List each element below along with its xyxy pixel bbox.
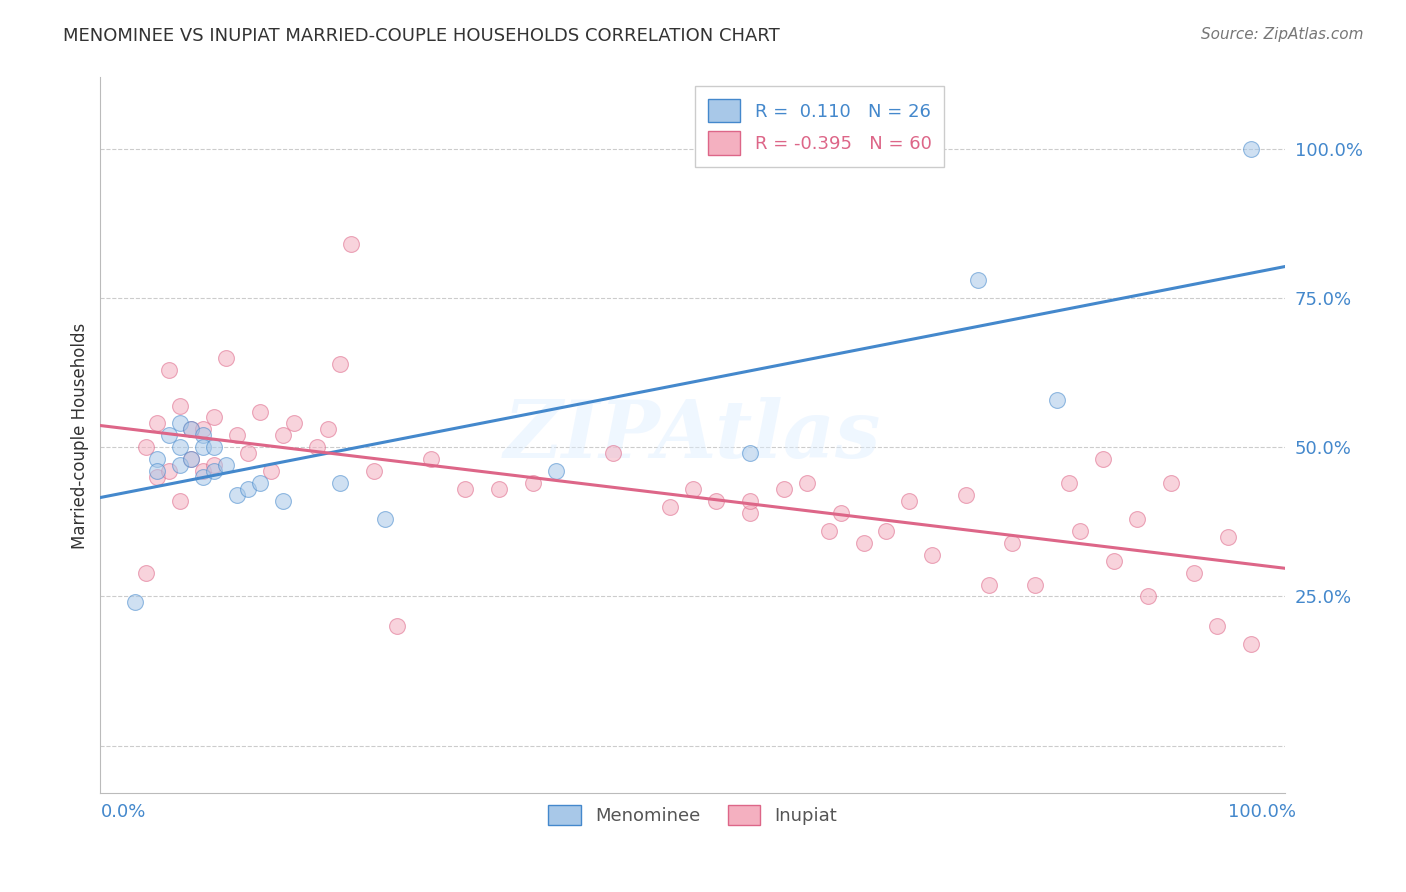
Text: MENOMINEE VS INUPIAT MARRIED-COUPLE HOUSEHOLDS CORRELATION CHART: MENOMINEE VS INUPIAT MARRIED-COUPLE HOUS… <box>63 27 780 45</box>
Point <box>180 452 202 467</box>
Point <box>1218 530 1240 544</box>
Point <box>329 476 352 491</box>
Point <box>202 440 225 454</box>
Point <box>202 464 225 478</box>
Point <box>226 428 249 442</box>
Point <box>238 482 260 496</box>
Point <box>157 464 180 478</box>
Point <box>180 422 202 436</box>
Point <box>271 494 294 508</box>
Point <box>191 428 214 442</box>
Point <box>238 446 260 460</box>
Point <box>374 512 396 526</box>
Point <box>977 577 1000 591</box>
Point <box>966 273 988 287</box>
Point <box>329 357 352 371</box>
Y-axis label: Married-couple Households: Married-couple Households <box>72 322 89 549</box>
Point <box>738 506 761 520</box>
Point <box>454 482 477 496</box>
Point <box>191 422 214 436</box>
Point <box>215 351 238 365</box>
Point <box>169 494 191 508</box>
Point <box>682 482 704 496</box>
Point <box>1205 619 1227 633</box>
Point <box>1240 142 1263 156</box>
Point <box>488 482 510 496</box>
Point <box>602 446 624 460</box>
Point <box>704 494 727 508</box>
Point <box>738 494 761 508</box>
Point <box>249 404 271 418</box>
Point <box>796 476 818 491</box>
Point <box>283 417 305 431</box>
Point <box>316 422 339 436</box>
Point <box>305 440 328 454</box>
Point <box>818 524 841 538</box>
Point <box>157 428 180 442</box>
Point <box>202 410 225 425</box>
Point <box>1126 512 1149 526</box>
Point <box>1160 476 1182 491</box>
Legend: Menominee, Inupiat: Menominee, Inupiat <box>540 796 846 834</box>
Point <box>544 464 567 478</box>
Point <box>271 428 294 442</box>
Point <box>340 237 363 252</box>
Point <box>1046 392 1069 407</box>
Point <box>135 440 157 454</box>
Point <box>135 566 157 580</box>
Point <box>202 458 225 473</box>
Point <box>1069 524 1091 538</box>
Text: Source: ZipAtlas.com: Source: ZipAtlas.com <box>1201 27 1364 42</box>
Point <box>1182 566 1205 580</box>
Point <box>146 470 169 484</box>
Point <box>1024 577 1046 591</box>
Point <box>169 440 191 454</box>
Point <box>169 417 191 431</box>
Point <box>180 452 202 467</box>
Point <box>146 417 169 431</box>
Point <box>773 482 796 496</box>
Point <box>191 440 214 454</box>
Point <box>1240 637 1263 651</box>
Point <box>852 535 875 549</box>
Point <box>1057 476 1080 491</box>
Text: ZIPAtlas: ZIPAtlas <box>505 397 882 475</box>
Point <box>921 548 943 562</box>
Point <box>191 464 214 478</box>
Point <box>955 488 977 502</box>
Point <box>875 524 897 538</box>
Point <box>146 464 169 478</box>
Point <box>522 476 544 491</box>
Point <box>1001 535 1024 549</box>
Point <box>146 452 169 467</box>
Point <box>738 446 761 460</box>
Point <box>419 452 441 467</box>
Point <box>124 595 146 609</box>
Point <box>830 506 852 520</box>
Point <box>169 458 191 473</box>
Point <box>260 464 283 478</box>
Point <box>385 619 408 633</box>
Point <box>226 488 249 502</box>
Point <box>659 500 682 514</box>
Point <box>1091 452 1114 467</box>
Point <box>191 470 214 484</box>
Point <box>898 494 921 508</box>
Point <box>180 422 202 436</box>
Point <box>249 476 271 491</box>
Point <box>363 464 385 478</box>
Point <box>1104 554 1126 568</box>
Point <box>1137 590 1160 604</box>
Point <box>157 363 180 377</box>
Point <box>169 399 191 413</box>
Point <box>215 458 238 473</box>
